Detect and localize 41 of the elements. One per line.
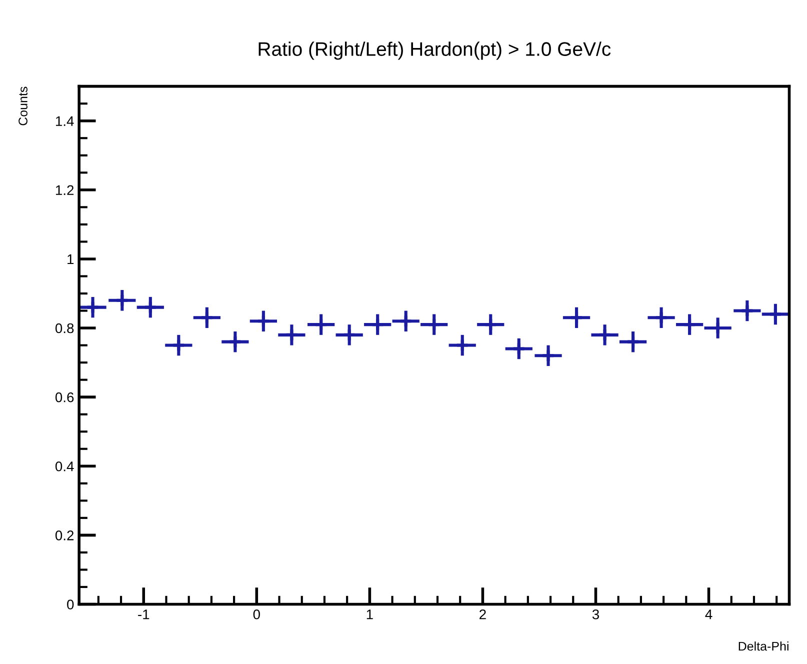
point [654,310,668,325]
point [768,307,782,322]
point [284,328,299,342]
point [256,314,270,328]
chart-title: Ratio (Right/Left) Hardon(pt) > 1.0 GeV/c [258,42,611,60]
point [740,304,754,318]
y-axis-title: Counts [18,86,28,126]
point [512,342,526,356]
y-tick-label: 0.6 [55,392,74,402]
point [172,338,186,352]
point [144,300,158,314]
point [427,318,442,332]
point [370,318,385,332]
point [682,318,696,332]
x-tick-label: 0 [253,609,260,620]
point [484,318,498,332]
point [115,293,130,308]
point [342,328,356,342]
y-tick-label: 1 [68,254,74,264]
point [598,328,612,342]
x-tick-label: 4 [705,610,712,620]
point [228,334,242,349]
point [398,314,413,328]
x-tick-label: 3 [592,609,599,620]
y-tick-label: 0.2 [55,530,74,540]
point [314,318,328,332]
point [626,334,640,349]
x-tick-label: -1 [138,610,150,620]
point [200,310,214,325]
x-tick-label: 2 [480,609,486,620]
x-axis-title: Delta-Phi [738,641,788,651]
point [86,300,100,314]
y-tick-label: 0.8 [55,323,74,334]
point [455,338,470,352]
y-tick-label: 1.4 [56,116,74,126]
y-tick-label: 1.2 [56,185,74,195]
x-tick-label: 1 [366,610,373,620]
y-tick-label: 0 [67,600,74,610]
point [570,310,584,325]
point [541,348,556,363]
y-tick-label: 0.4 [55,461,74,472]
